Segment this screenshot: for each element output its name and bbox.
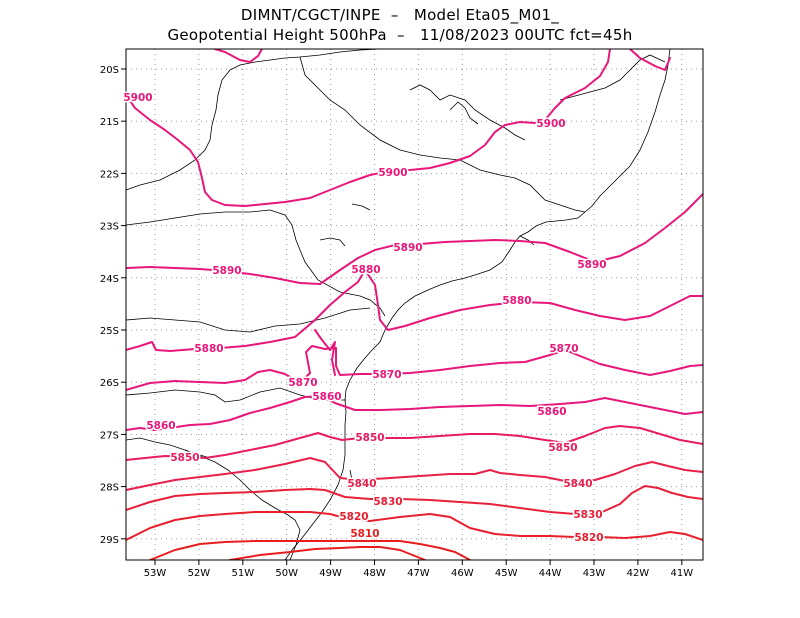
lon-label: 42W xyxy=(627,568,650,579)
lon-label: 47W xyxy=(407,568,430,579)
contour-5850 xyxy=(126,425,703,461)
coastline-borders xyxy=(126,49,671,560)
contour-5810 xyxy=(149,540,471,560)
contour-label-5850: 5850 xyxy=(355,432,384,444)
contour-label-5900: 5900 xyxy=(378,167,407,179)
contour-label-5850: 5850 xyxy=(548,442,577,454)
lat-label: 29S xyxy=(100,535,119,546)
contour-label-5890: 5890 xyxy=(393,242,422,254)
lat-lon-grid xyxy=(126,49,703,560)
lon-label: 41W xyxy=(670,568,693,579)
contour-5900-top xyxy=(214,49,263,63)
lon-label: 52W xyxy=(188,568,211,579)
contour-label-5860: 5860 xyxy=(146,420,175,432)
lat-label: 20S xyxy=(100,65,119,76)
title-line-1: DIMNT/CGCT/INPE – Model Eta05_M01_ xyxy=(240,6,560,24)
contour-5820 xyxy=(126,511,703,541)
contour-label-5830: 5830 xyxy=(573,509,602,521)
lat-label: 22S xyxy=(100,169,119,180)
contour-label-5840: 5840 xyxy=(563,478,592,490)
axes: 53W 52W 51W 50W 49W 48W 47W 46W 45W 44W 43W 42W 41W 2… xyxy=(100,65,693,579)
contour-5870 xyxy=(126,345,703,391)
lat-label: 26S xyxy=(100,378,119,389)
lon-label: 50W xyxy=(275,568,298,579)
contour-label-5840: 5840 xyxy=(347,478,376,490)
lon-label: 53W xyxy=(144,568,167,579)
lat-label: 27S xyxy=(100,430,119,441)
contour-5900-northeast xyxy=(629,49,671,71)
lon-label: 48W xyxy=(363,568,386,579)
contour-5810-inner xyxy=(229,546,426,560)
contour-label-5870: 5870 xyxy=(549,343,578,355)
contour-5830 xyxy=(126,485,703,515)
lat-label: 28S xyxy=(100,483,119,494)
contour-label-5820: 5820 xyxy=(339,511,368,523)
contour-label-5860: 5860 xyxy=(312,391,341,403)
contour-label-5870: 5870 xyxy=(372,369,401,381)
contour-label-5880: 5880 xyxy=(194,343,223,355)
lon-label: 51W xyxy=(231,568,254,579)
lon-label: 46W xyxy=(451,568,474,579)
contour-5890 xyxy=(126,193,703,285)
lat-label: 23S xyxy=(100,222,119,233)
title-line-2: Geopotential Height 500hPa – 11/08/2023 … xyxy=(167,26,633,44)
lat-label: 24S xyxy=(100,274,119,285)
contour-5880 xyxy=(126,269,703,352)
contour-label-5860: 5860 xyxy=(537,406,566,418)
lat-label: 25S xyxy=(100,326,119,337)
contour-label-5900: 5900 xyxy=(536,118,565,130)
contour-label-5850: 5850 xyxy=(170,452,199,464)
contour-label-5810: 5810 xyxy=(350,528,379,540)
contour-labels: 5900 5900 5900 5890 5890 5890 5880 5880 5880 5870… xyxy=(122,91,608,546)
contour-label-5830: 5830 xyxy=(373,496,402,508)
contour-5840 xyxy=(126,457,703,491)
geopotential-contours xyxy=(126,49,703,560)
contour-label-5900: 5900 xyxy=(123,92,152,104)
map-frame xyxy=(125,48,704,561)
contour-5880-loop xyxy=(314,329,336,376)
lon-label: 45W xyxy=(495,568,518,579)
contour-label-5880: 5880 xyxy=(351,264,380,276)
lat-label: 21S xyxy=(100,117,119,128)
contour-label-5890: 5890 xyxy=(577,259,606,271)
lon-label: 44W xyxy=(539,568,562,579)
lon-label: 43W xyxy=(583,568,606,579)
lon-label: 49W xyxy=(319,568,342,579)
contour-label-5880: 5880 xyxy=(502,295,531,307)
contour-label-5870: 5870 xyxy=(288,377,317,389)
contour-label-5890: 5890 xyxy=(212,265,241,277)
contour-5900-west xyxy=(126,49,611,207)
contour-5860 xyxy=(126,395,703,431)
contour-label-5820: 5820 xyxy=(574,532,603,544)
